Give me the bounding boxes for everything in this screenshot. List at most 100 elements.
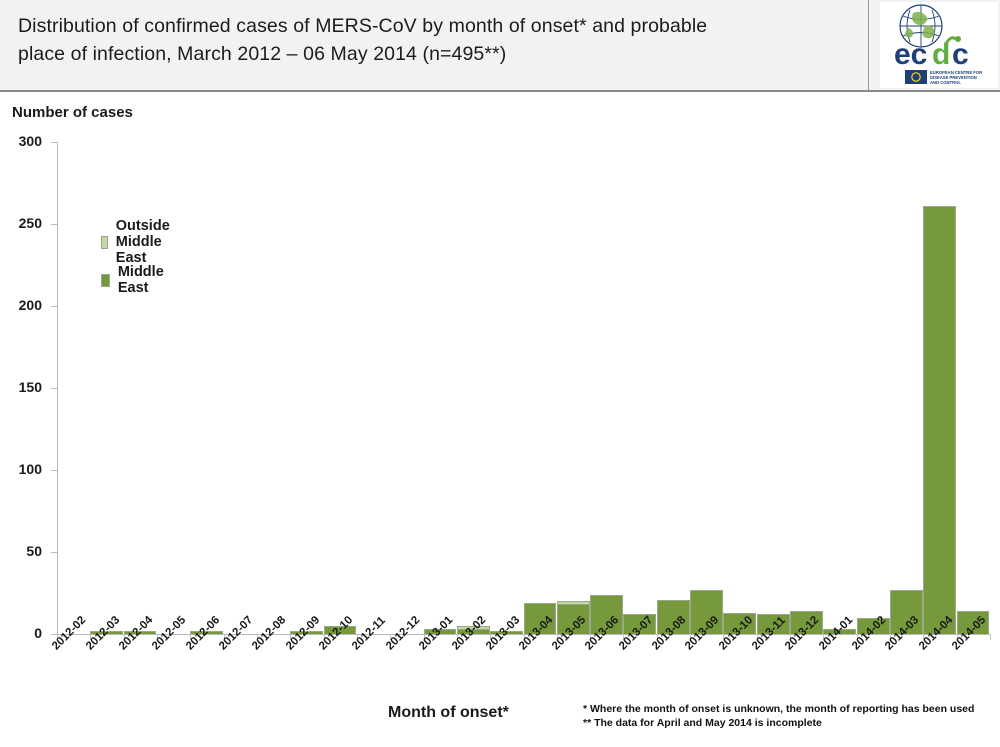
bar-2014-01[interactable] [823, 629, 857, 634]
bar-2012-09[interactable] [290, 631, 324, 634]
bar-segment-middle-east [290, 631, 324, 634]
x-axis-tick-mark [390, 634, 392, 640]
y-axis-tick-label: 200 [18, 297, 42, 313]
bar-2014-05[interactable] [956, 611, 990, 634]
y-axis-title: Number of cases [12, 104, 133, 121]
bar-2013-12[interactable] [790, 611, 823, 634]
x-axis-tick-mark [223, 634, 225, 640]
y-axis-tick-label: 50 [26, 543, 42, 559]
x-axis-tick-mark [490, 634, 492, 640]
y-axis-tick-mark [51, 142, 57, 143]
y-axis-tick-label: 250 [18, 215, 42, 231]
page-title: Distribution of confirmed cases of MERS-… [18, 12, 863, 68]
y-axis-tick-mark [51, 470, 57, 471]
bar-2012-04[interactable] [123, 631, 157, 634]
bar-2013-02[interactable] [456, 625, 490, 634]
x-axis-tick-mark [856, 634, 858, 640]
x-axis-tick-mark [90, 634, 92, 640]
eu-flag-icon [905, 70, 927, 84]
svg-text:d: d [932, 38, 950, 71]
x-axis-tick-mark [290, 634, 292, 640]
bar-2014-02[interactable] [856, 617, 890, 634]
bar-2013-07[interactable] [623, 614, 657, 634]
bar-2013-04[interactable] [523, 602, 557, 634]
legend-item-middle-east[interactable]: Middle East [101, 264, 168, 296]
x-axis-tick-mark [890, 634, 892, 640]
bar-segment-outside-middle-east [456, 625, 490, 630]
bar-segment-middle-east [456, 629, 490, 634]
bar-segment-middle-east [323, 625, 357, 634]
bar-segment-middle-east [956, 611, 990, 634]
x-axis-tick-mark [956, 634, 958, 640]
legend-swatch-outside-middle-east [101, 235, 108, 249]
bar-segment-middle-east [756, 614, 790, 634]
legend-label-outside-middle-east: Outside Middle East [115, 218, 170, 266]
x-axis-tick-mark [723, 634, 725, 640]
bar-2013-11[interactable] [756, 614, 790, 634]
bar-2013-10[interactable] [723, 612, 757, 634]
logo-subtitle-line-2: DISEASE PREVENTION [930, 75, 977, 80]
bar-2013-05[interactable] [556, 601, 590, 634]
ecdc-logo: ec d c EUROPEAN CENTRE FOR DISEASE PREVE… [880, 2, 998, 88]
bar-2013-08[interactable] [656, 599, 690, 634]
x-axis-tick-mark [323, 634, 325, 640]
svg-text:c: c [952, 38, 969, 71]
x-axis-tick-mark [256, 634, 258, 640]
bar-2013-06[interactable] [590, 594, 623, 634]
x-axis-tick-mark [923, 634, 925, 640]
chart-footnotes: * Where the month of onset is unknown, t… [583, 702, 974, 730]
legend-swatch-middle-east [101, 273, 110, 287]
x-axis-title: Month of onset* [388, 704, 509, 721]
bar-segment-middle-east [823, 629, 857, 634]
footnote-line-2: ** The data for April and May 2014 is in… [583, 717, 822, 729]
x-axis-tick-mark [790, 634, 792, 640]
page-title-line-2: place of infection, March 2012 – 06 May … [18, 43, 507, 65]
bar-2013-09[interactable] [690, 589, 723, 634]
bar-segment-middle-east [790, 611, 823, 634]
bar-segment-middle-east [623, 614, 657, 634]
y-axis-tick-mark [51, 634, 57, 635]
globe-icon [899, 4, 943, 48]
bar-2013-03[interactable] [490, 631, 523, 634]
bar-segment-middle-east [190, 631, 224, 634]
x-axis-tick-mark [356, 634, 358, 640]
x-axis-tick-mark [190, 634, 192, 640]
y-axis-line [57, 142, 58, 634]
bar-2013-01[interactable] [423, 629, 457, 634]
x-axis-tick-mark [556, 634, 558, 640]
bar-2014-03[interactable] [890, 589, 923, 634]
y-axis-tick-label: 100 [18, 461, 42, 477]
x-axis-tick-mark [590, 634, 592, 640]
page-title-line-1: Distribution of confirmed cases of MERS-… [18, 15, 708, 37]
svg-text:ec: ec [894, 38, 927, 71]
bar-2012-10[interactable] [323, 625, 357, 634]
x-axis-tick-mark [990, 634, 991, 640]
y-axis-tick-label: 0 [34, 625, 42, 641]
bar-segment-middle-east [923, 205, 957, 634]
header-divider [868, 0, 869, 90]
x-axis-tick-mark [523, 634, 525, 640]
footnote-line-1: * Where the month of onset is unknown, t… [583, 703, 975, 715]
bar-segment-middle-east [123, 631, 157, 634]
x-axis-tick-mark [656, 634, 658, 640]
bar-2014-04[interactable] [923, 205, 957, 634]
chart-container: Number of cases 0 50 100 150 200 250 300 2012-… [0, 92, 1000, 747]
bar-segment-middle-east [690, 589, 723, 634]
x-axis-tick-mark [123, 634, 125, 640]
bar-segment-outside-middle-east [556, 601, 590, 605]
bar-2012-03[interactable] [90, 631, 124, 634]
y-axis-tick-mark [51, 388, 57, 389]
bar-segment-middle-east [90, 631, 124, 634]
bar-2012-06[interactable] [190, 631, 224, 634]
x-axis-tick-mark [156, 634, 158, 640]
bar-segment-middle-east [856, 617, 890, 634]
y-axis-tick-mark [51, 552, 57, 553]
ecdc-logo-icon: ec d c EUROPEAN CENTRE FOR DISEASE PREVE… [894, 4, 982, 85]
y-axis-tick-label: 150 [18, 379, 42, 395]
logo-subtitle-line-3: AND CONTROL [930, 80, 961, 85]
bar-segment-middle-east [656, 599, 690, 634]
x-axis-tick-mark [756, 634, 758, 640]
y-axis-tick-mark [51, 306, 57, 307]
y-axis-tick-label: 300 [18, 133, 42, 149]
legend-item-outside-middle-east[interactable]: Outside Middle East [101, 218, 176, 266]
